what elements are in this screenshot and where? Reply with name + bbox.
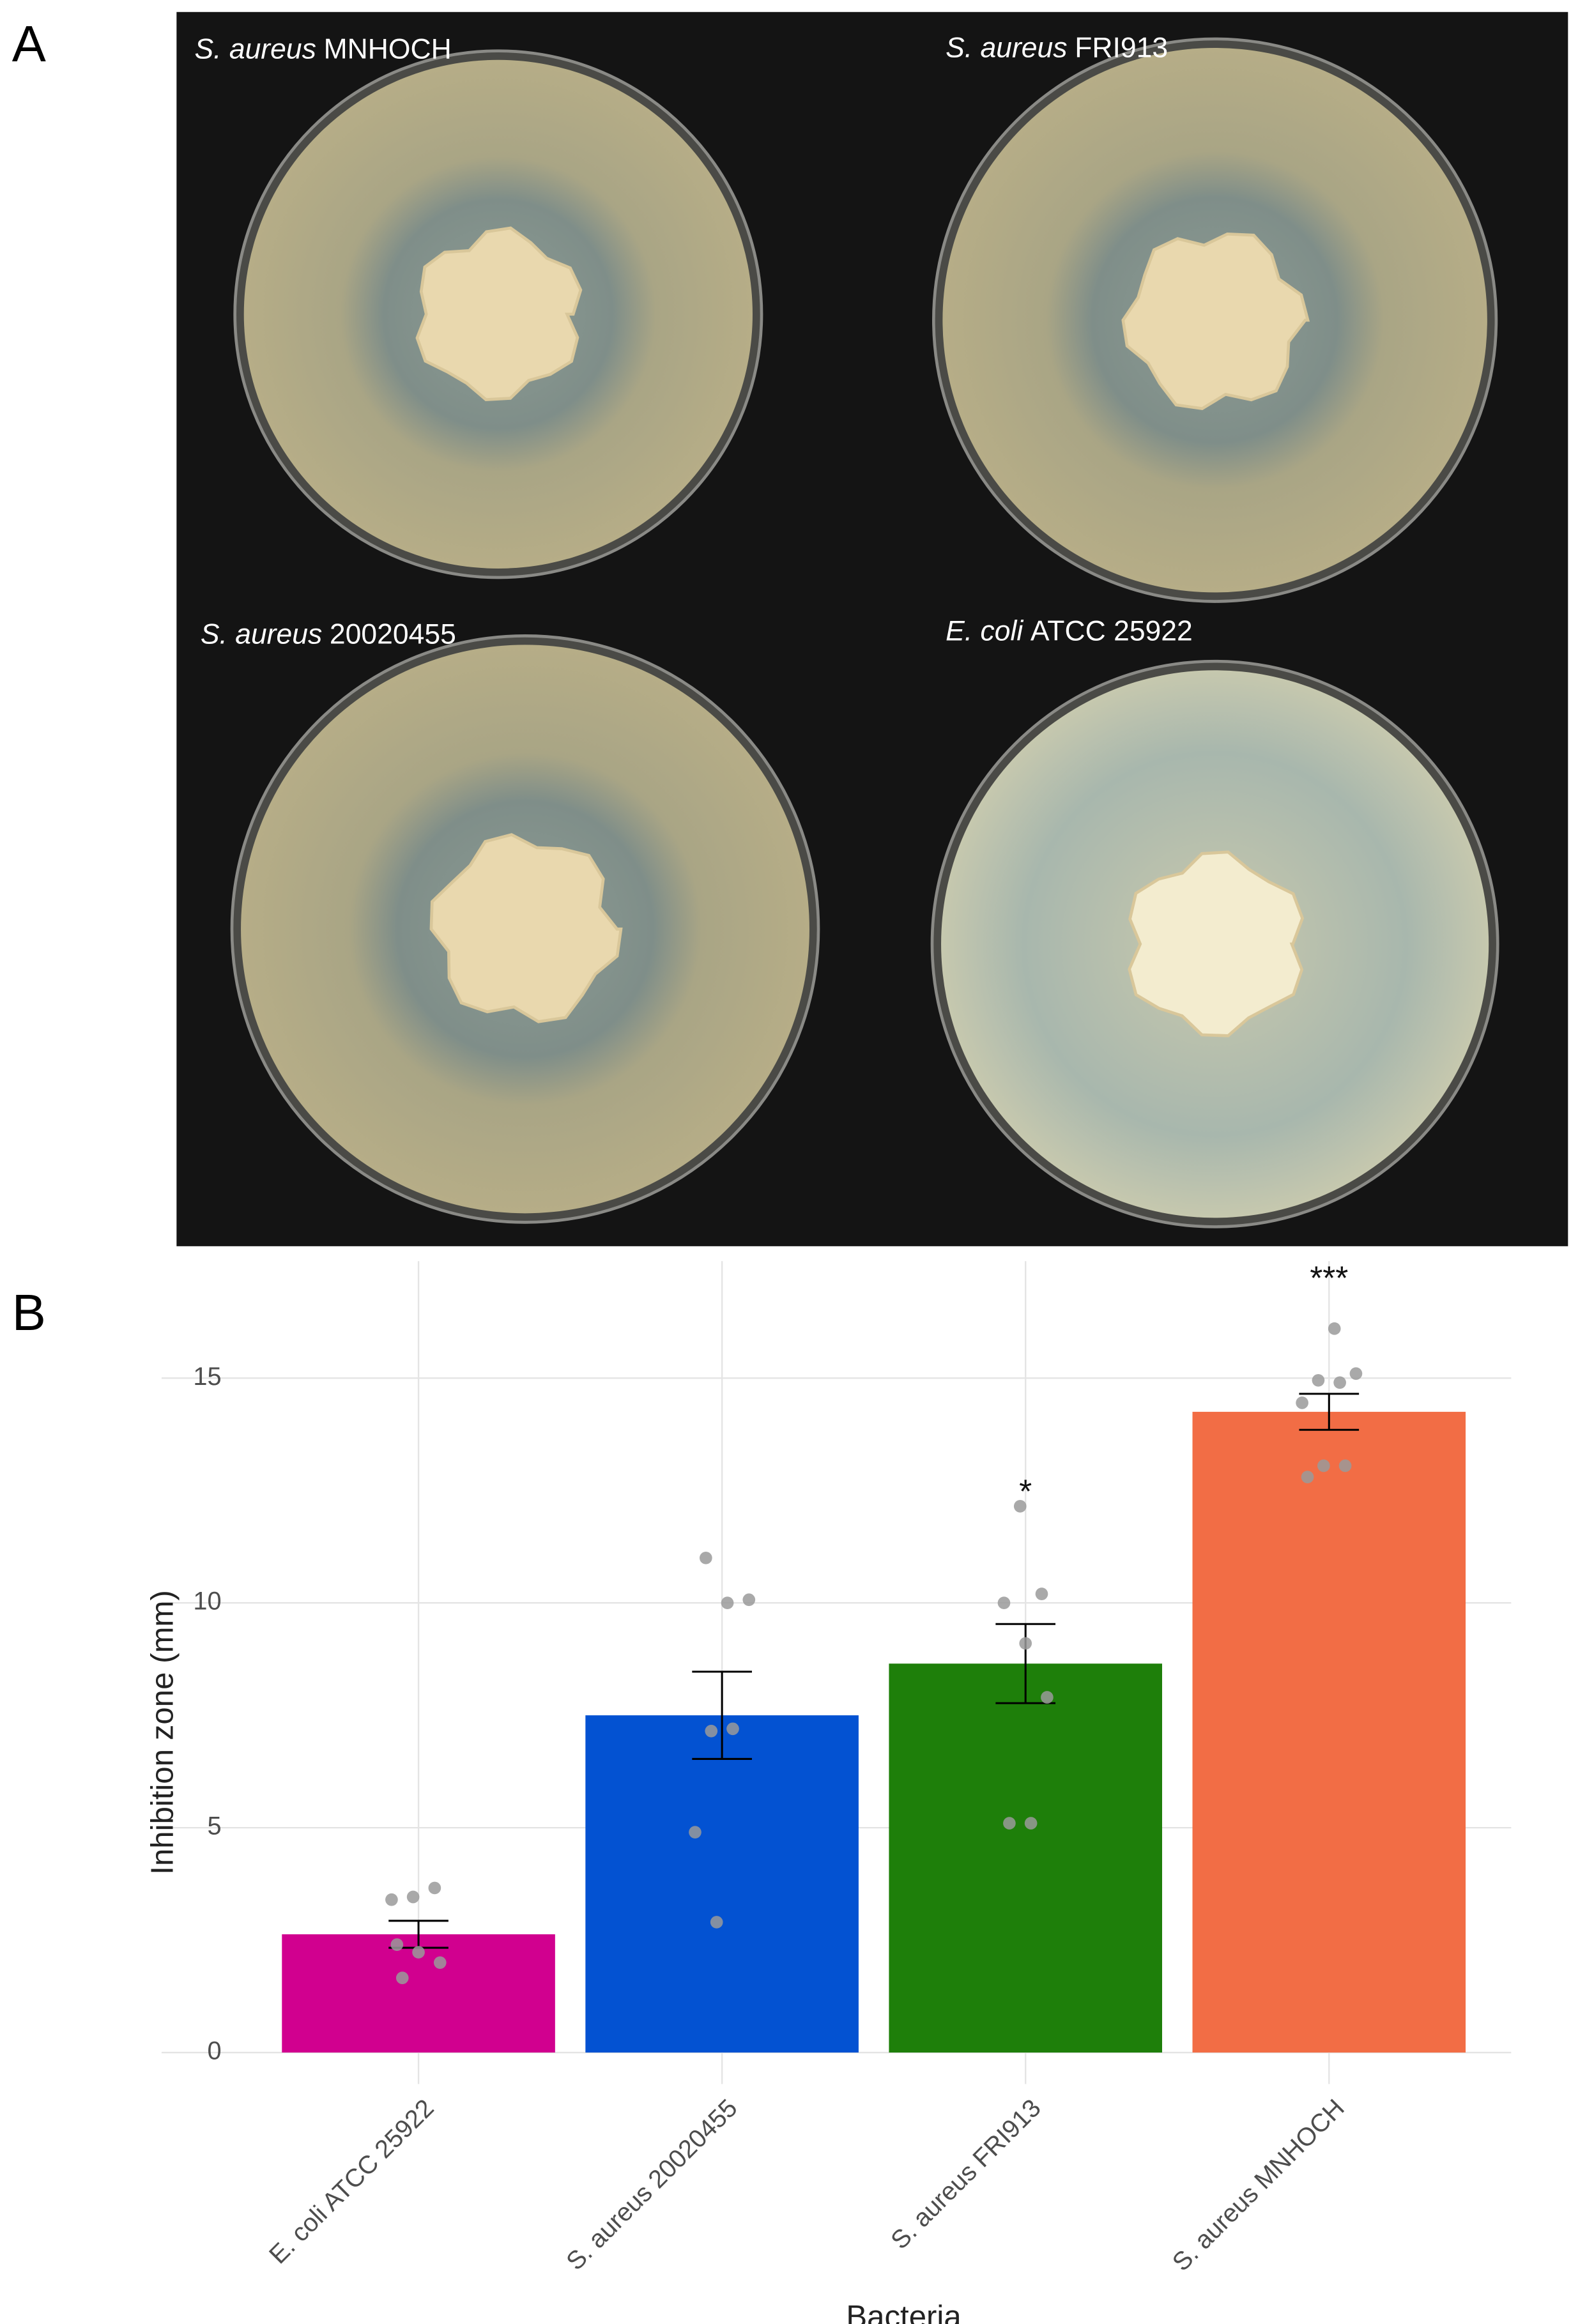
data-point — [997, 1596, 1011, 1610]
data-point — [721, 1596, 734, 1610]
significance-label: * — [1019, 1473, 1032, 1510]
panel-label: A — [12, 15, 46, 72]
data-point — [395, 1971, 409, 1985]
data-point — [1333, 1376, 1346, 1389]
x-tick-label: S. aureus 20020455 — [561, 2094, 743, 2276]
data-point — [385, 1893, 398, 1906]
plate-label: S. aureus 20020455 — [201, 618, 456, 650]
data-point — [1296, 1396, 1308, 1409]
error-bar — [692, 1670, 752, 1760]
plate-species: E. coli — [946, 615, 1023, 646]
data-point — [428, 1881, 441, 1895]
y-tick-label: 0 — [207, 2037, 221, 2065]
data-point — [433, 1956, 447, 1969]
bar — [889, 1663, 1162, 2053]
plate-species: S. aureus — [201, 618, 322, 650]
error-bar — [1299, 1393, 1360, 1431]
data-point — [1019, 1637, 1032, 1650]
data-point — [412, 1946, 425, 1959]
plate-label: S. aureus MNHOCH — [194, 33, 451, 65]
data-point — [406, 1890, 420, 1904]
colony — [1121, 232, 1310, 411]
plate-strain: ATCC 25922 — [1031, 615, 1193, 646]
colony — [415, 226, 583, 401]
x-axis-title: Bacteria — [846, 2299, 962, 2324]
significance-label: *** — [1310, 1260, 1348, 1297]
data-point — [710, 1916, 723, 1929]
panel-label: B — [12, 1284, 46, 1341]
plate-species: S. aureus — [194, 33, 316, 65]
data-point — [689, 1826, 701, 1839]
data-point — [1301, 1471, 1314, 1483]
x-tick-label: S. aureus MNHOCH — [1167, 2094, 1350, 2277]
data-point — [1041, 1691, 1054, 1704]
plate-strain: FRI913 — [1075, 32, 1168, 63]
x-tick-label: E. coli ATCC 25922 — [264, 2094, 440, 2270]
data-point — [1338, 1459, 1352, 1472]
data-point — [1317, 1459, 1330, 1472]
data-point — [700, 1551, 712, 1564]
y-tick-label: 10 — [193, 1587, 221, 1616]
data-point — [742, 1593, 756, 1607]
data-point — [726, 1722, 739, 1736]
y-axis-title: Inhibition zone (mm) — [145, 1590, 180, 1874]
bar — [1192, 1412, 1466, 2053]
y-tick-label: 15 — [193, 1363, 221, 1391]
data-point — [1003, 1817, 1016, 1830]
plate-species: S. aureus — [946, 32, 1067, 63]
data-point — [1035, 1587, 1048, 1600]
bar — [585, 1715, 859, 2053]
colony — [1128, 850, 1305, 1037]
plate-label: E. coli ATCC 25922 — [946, 615, 1193, 646]
data-point — [1312, 1373, 1325, 1387]
x-tick-label: S. aureus FRI913 — [885, 2094, 1046, 2255]
y-tick-label: 5 — [207, 1812, 221, 1840]
data-point — [1024, 1817, 1038, 1830]
data-point — [1013, 1500, 1027, 1513]
data-point — [1328, 1322, 1341, 1335]
plate-label: S. aureus FRI913 — [946, 32, 1168, 63]
colony — [429, 833, 623, 1023]
plate-strain: 20020455 — [330, 618, 456, 650]
data-point — [390, 1938, 404, 1951]
plate-strain: MNHOCH — [324, 33, 452, 65]
data-point — [705, 1724, 718, 1738]
data-point — [1349, 1367, 1363, 1380]
